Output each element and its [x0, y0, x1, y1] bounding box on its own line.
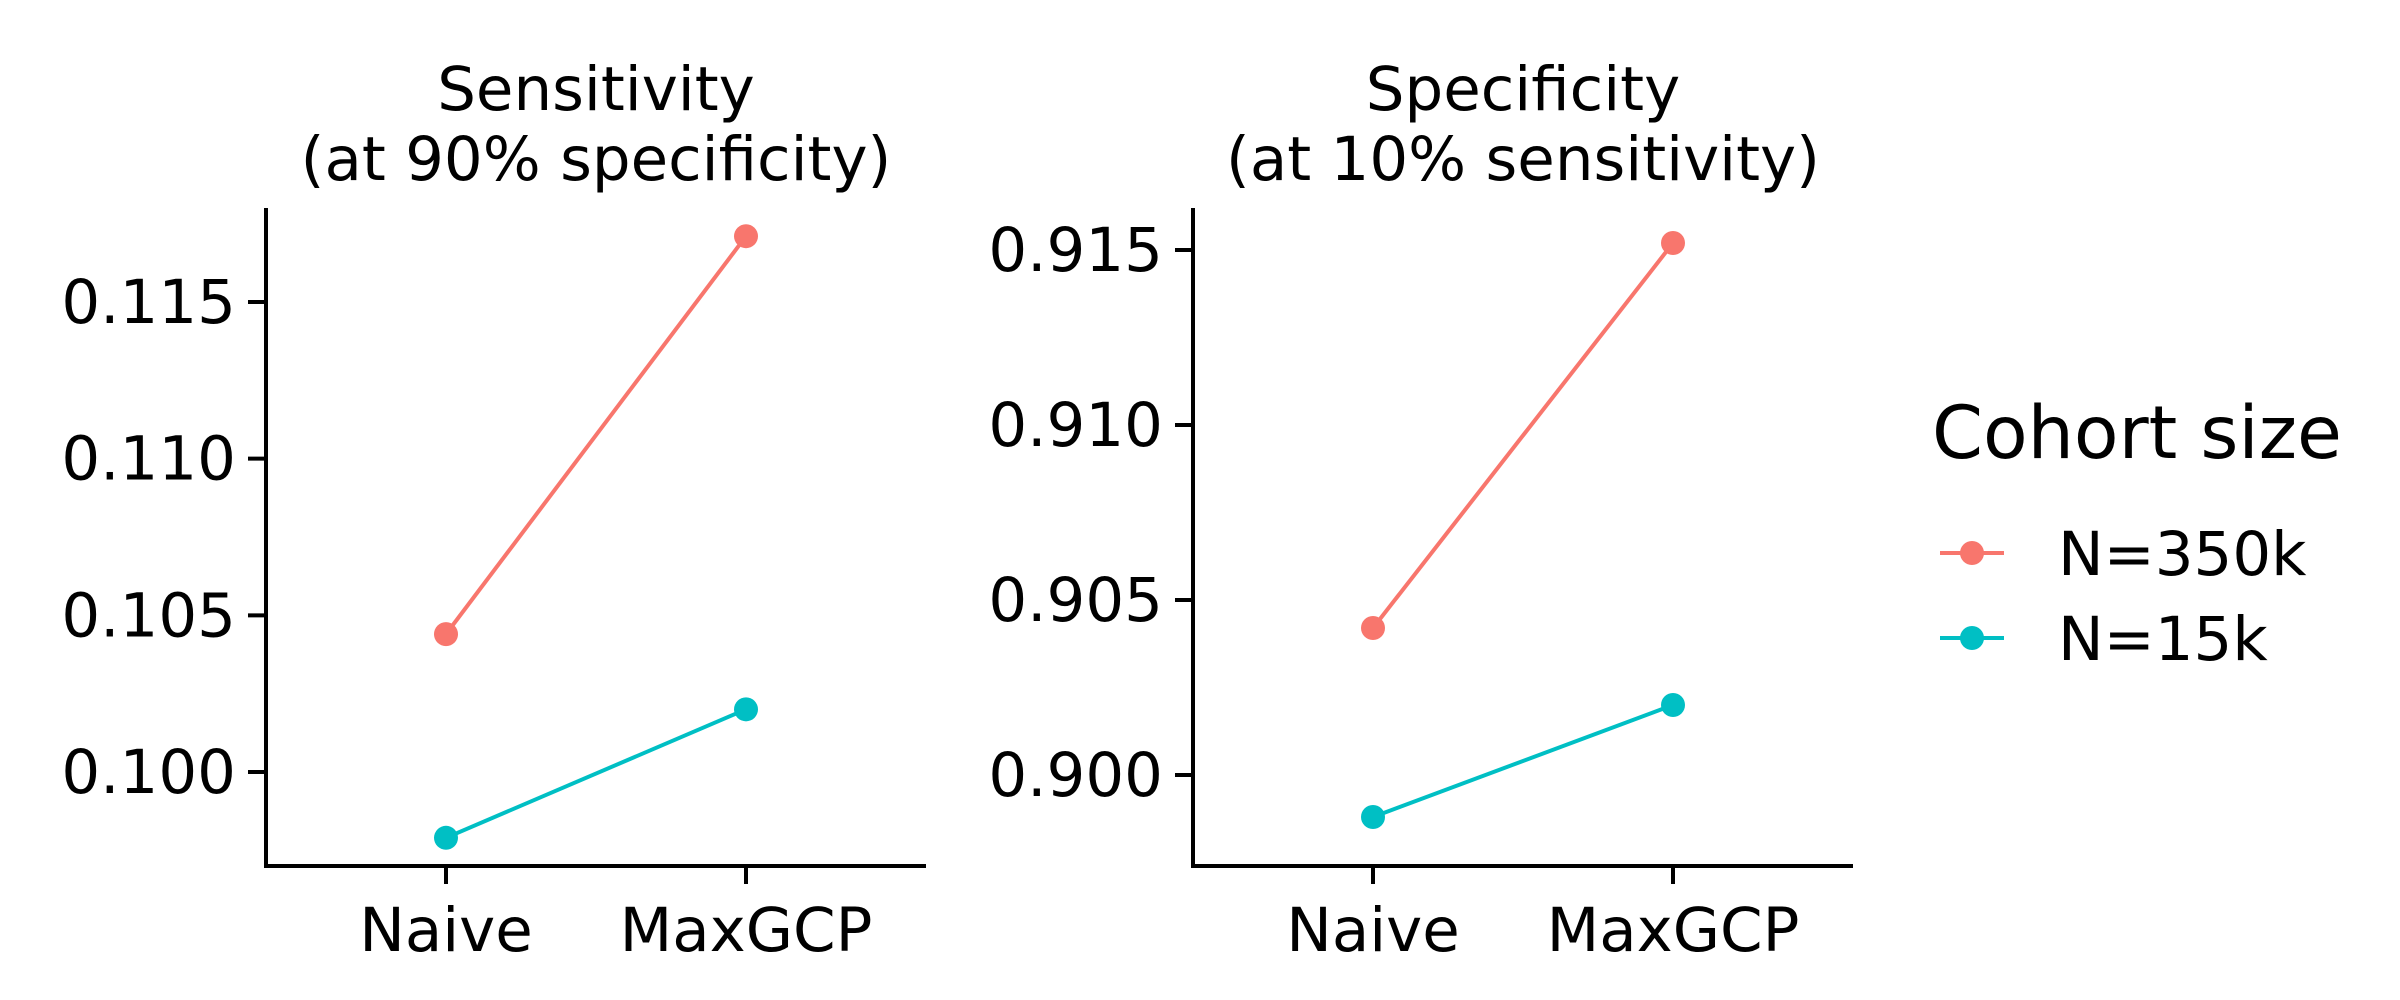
legend-item-1: N=350k — [1940, 519, 2307, 590]
legend-key-point — [1960, 626, 1984, 650]
panel-2: Specificity(at 10% sensitivity) 0.900 0.90… — [988, 54, 1853, 966]
y-tick-label: 0.100 — [61, 737, 236, 808]
panel-subtitle: (at 90% specificity) — [301, 124, 892, 195]
panel-subtitle: (at 10% sensitivity) — [1226, 124, 1820, 195]
series-line-2 — [445, 707, 747, 840]
legend: Cohort size N=350k N=15k — [1932, 391, 2342, 675]
panel-1: Sensitivity(at 90% specificity) 0.100 0.10… — [61, 54, 926, 966]
y-tick-label: 0.105 — [61, 580, 236, 651]
x-tick-label: MaxGCP — [1547, 895, 1800, 966]
data-point — [434, 825, 458, 850]
legend-label: N=350k — [2058, 519, 2307, 590]
x-tick-label: Naive — [359, 895, 533, 966]
legend-item-2: N=15k — [1940, 604, 2268, 675]
series-line-1 — [1371, 241, 1675, 630]
x-tick-label: Naive — [1286, 895, 1460, 966]
data-point — [1661, 693, 1685, 717]
panel-title: Specificity — [1366, 54, 1680, 125]
data-point — [1661, 231, 1685, 255]
data-point — [434, 622, 458, 647]
panel-title: Sensitivity — [437, 54, 755, 125]
series-line-2 — [1372, 703, 1674, 819]
y-tick-label: 0.905 — [988, 565, 1163, 636]
x-tick-label: MaxGCP — [620, 895, 873, 966]
y-tick-label: 0.910 — [988, 390, 1163, 461]
data-point — [1361, 805, 1385, 829]
data-point — [734, 697, 758, 722]
y-tick-label: 0.915 — [988, 215, 1163, 286]
legend-key-point — [1960, 541, 1984, 565]
legend-items: N=350k N=15k — [1940, 519, 2307, 675]
legend-label: N=15k — [2058, 604, 2268, 675]
data-point — [1361, 616, 1385, 640]
series-line-1 — [444, 234, 748, 636]
y-tick-label: 0.900 — [988, 740, 1163, 811]
legend-title: Cohort size — [1932, 391, 2342, 476]
y-tick-label: 0.115 — [61, 267, 236, 338]
data-point — [734, 224, 758, 249]
panels: Sensitivity(at 90% specificity) 0.100 0.10… — [61, 54, 1853, 966]
y-tick-label: 0.110 — [61, 424, 236, 495]
